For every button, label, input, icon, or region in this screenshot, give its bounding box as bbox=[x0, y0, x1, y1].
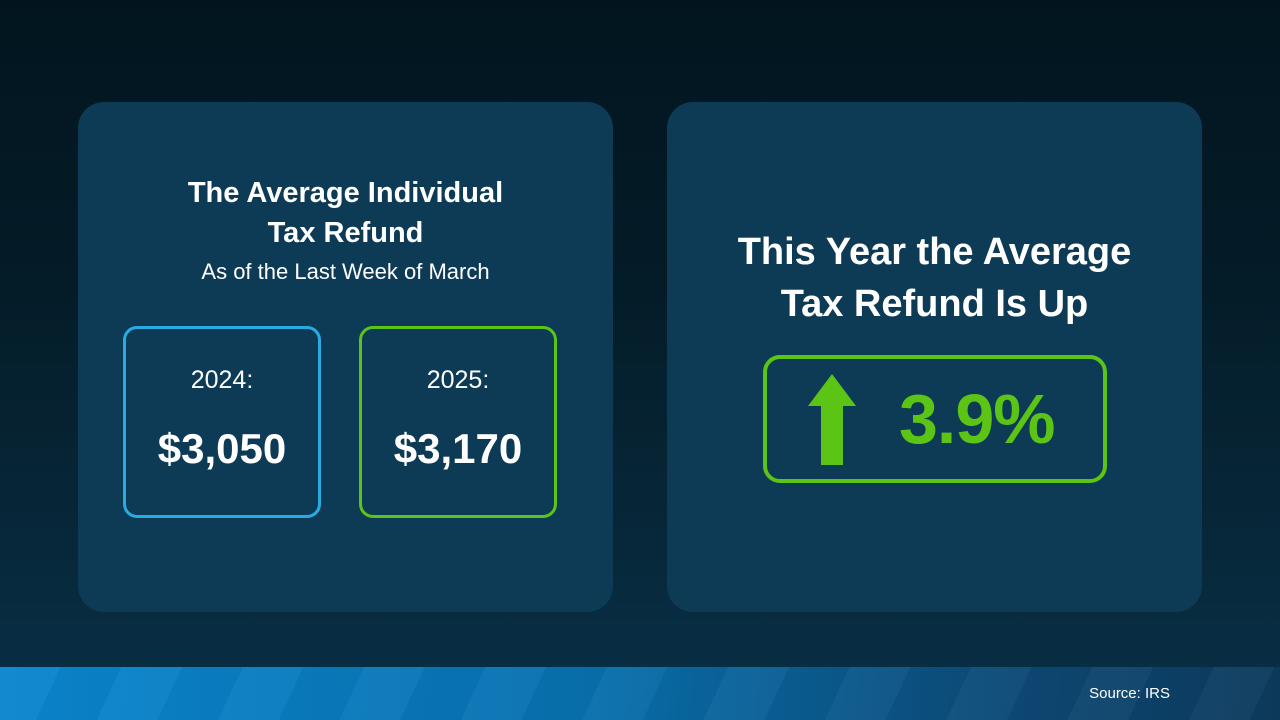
refund-box-2024-label: 2024: bbox=[190, 366, 254, 394]
left-card-title-line2: Tax Refund bbox=[267, 217, 424, 249]
left-card-title-line1: The Average Individual bbox=[187, 177, 504, 209]
right-card-title: This Year the Average Tax Refund Is Up bbox=[667, 226, 1202, 330]
right-card-title-line1: This Year the Average bbox=[737, 231, 1132, 273]
left-card-title: The Average Individual Tax Refund bbox=[78, 173, 613, 253]
percent-change-box: 3.9% bbox=[763, 355, 1107, 483]
refund-box-2025: 2025: $3,170 bbox=[359, 326, 557, 518]
refund-box-2024: 2024: $3,050 bbox=[123, 326, 321, 518]
left-card-subtitle: As of the Last Week of March bbox=[201, 259, 490, 284]
average-refund-card: The Average Individual Tax Refund As of … bbox=[78, 102, 613, 612]
up-arrow-icon bbox=[808, 373, 856, 465]
percent-change-value: 3.9% bbox=[899, 380, 1056, 458]
refund-box-2025-value: $3,170 bbox=[393, 425, 523, 472]
refund-box-2025-label: 2025: bbox=[426, 366, 490, 394]
footer-bar: Source: IRS bbox=[0, 667, 1280, 720]
refund-box-2024-value: $3,050 bbox=[157, 425, 287, 472]
right-card-title-line2: Tax Refund Is Up bbox=[780, 283, 1089, 325]
source-label: Source: IRS bbox=[1089, 685, 1170, 702]
refund-change-card: This Year the Average Tax Refund Is Up 3… bbox=[667, 102, 1202, 612]
